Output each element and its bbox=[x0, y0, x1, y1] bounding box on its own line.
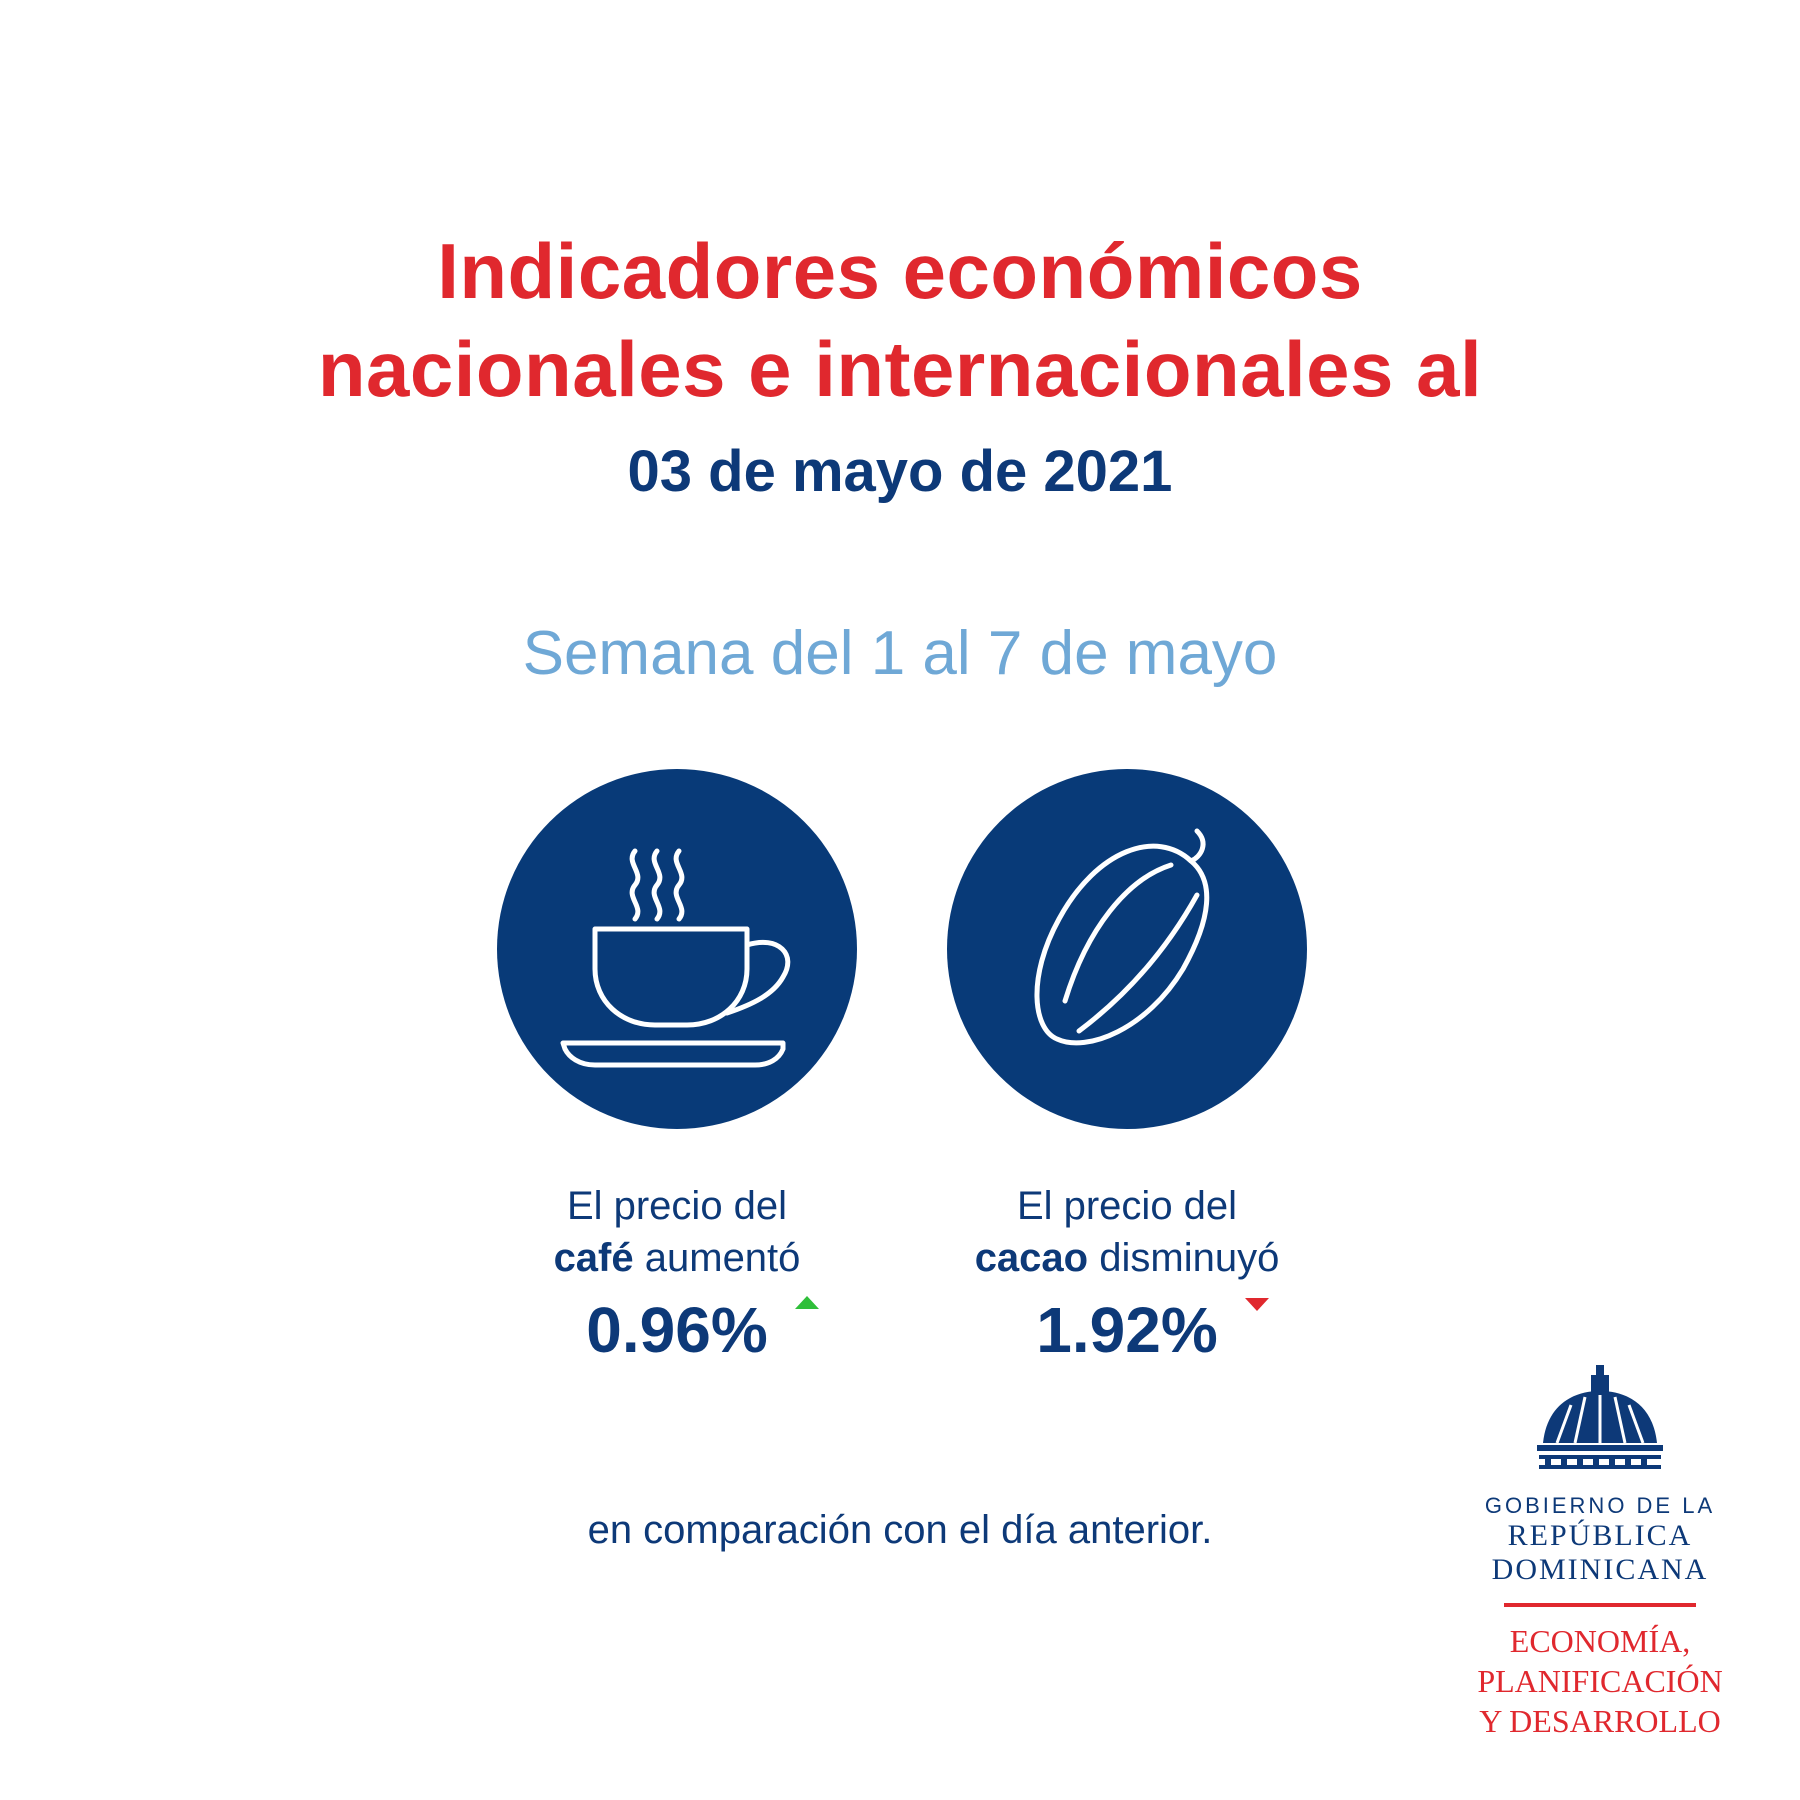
arrow-up-icon bbox=[795, 1296, 819, 1309]
cacao-percent: 1.92% bbox=[1036, 1294, 1218, 1366]
comparison-note: en comparación con el día anterior. bbox=[587, 1508, 1213, 1552]
cacao-indicator: El precio del cacao disminuyó 1.92% bbox=[907, 1180, 1347, 1370]
coffee-verb: aumentó bbox=[644, 1236, 801, 1280]
coffee-line-1: El precio del bbox=[566, 1184, 788, 1228]
coffee-percent: 0.96% bbox=[586, 1294, 768, 1366]
cacao-product: cacao bbox=[974, 1236, 1089, 1280]
coffee-cup-icon bbox=[497, 769, 857, 1129]
dome-icon bbox=[1537, 1365, 1663, 1469]
logo-line-3: DOMINICANA bbox=[1491, 1553, 1709, 1586]
title-line-1: Indicadores económicos bbox=[437, 227, 1363, 315]
page-title: Indicadores económicos nacionales e inte… bbox=[0, 222, 1800, 418]
coffee-indicator: El precio del café aumentó 0.96% bbox=[457, 1180, 897, 1370]
government-logo: GOBIERNO DE LA REPÚBLICA DOMINICANA ECON… bbox=[1450, 1365, 1750, 1741]
logo-line-2: REPÚBLICA bbox=[1507, 1519, 1693, 1552]
cacao-pod-icon bbox=[947, 769, 1307, 1129]
coffee-product: café bbox=[553, 1236, 634, 1280]
cacao-line-2: cacao disminuyó bbox=[907, 1232, 1347, 1284]
logo-divider bbox=[1504, 1603, 1696, 1607]
title-line-2: nacionales e internacionales al bbox=[317, 325, 1483, 413]
cacao-line-1: El precio del bbox=[1016, 1184, 1238, 1228]
report-date: 03 de mayo de 2021 bbox=[627, 439, 1173, 504]
week-range: Semana del 1 al 7 de mayo bbox=[522, 619, 1278, 688]
logo-line-1: GOBIERNO DE LA bbox=[1484, 1493, 1716, 1518]
ministry-line-1: ECONOMÍA, bbox=[1509, 1623, 1691, 1659]
ministry-line-2: PLANIFICACIÓN bbox=[1477, 1663, 1723, 1699]
cacao-verb: disminuyó bbox=[1099, 1236, 1280, 1280]
ministry-line-3: Y DESARROLLO bbox=[1479, 1703, 1721, 1739]
arrow-down-icon bbox=[1245, 1298, 1269, 1311]
coffee-line-2: café aumentó bbox=[457, 1232, 897, 1284]
